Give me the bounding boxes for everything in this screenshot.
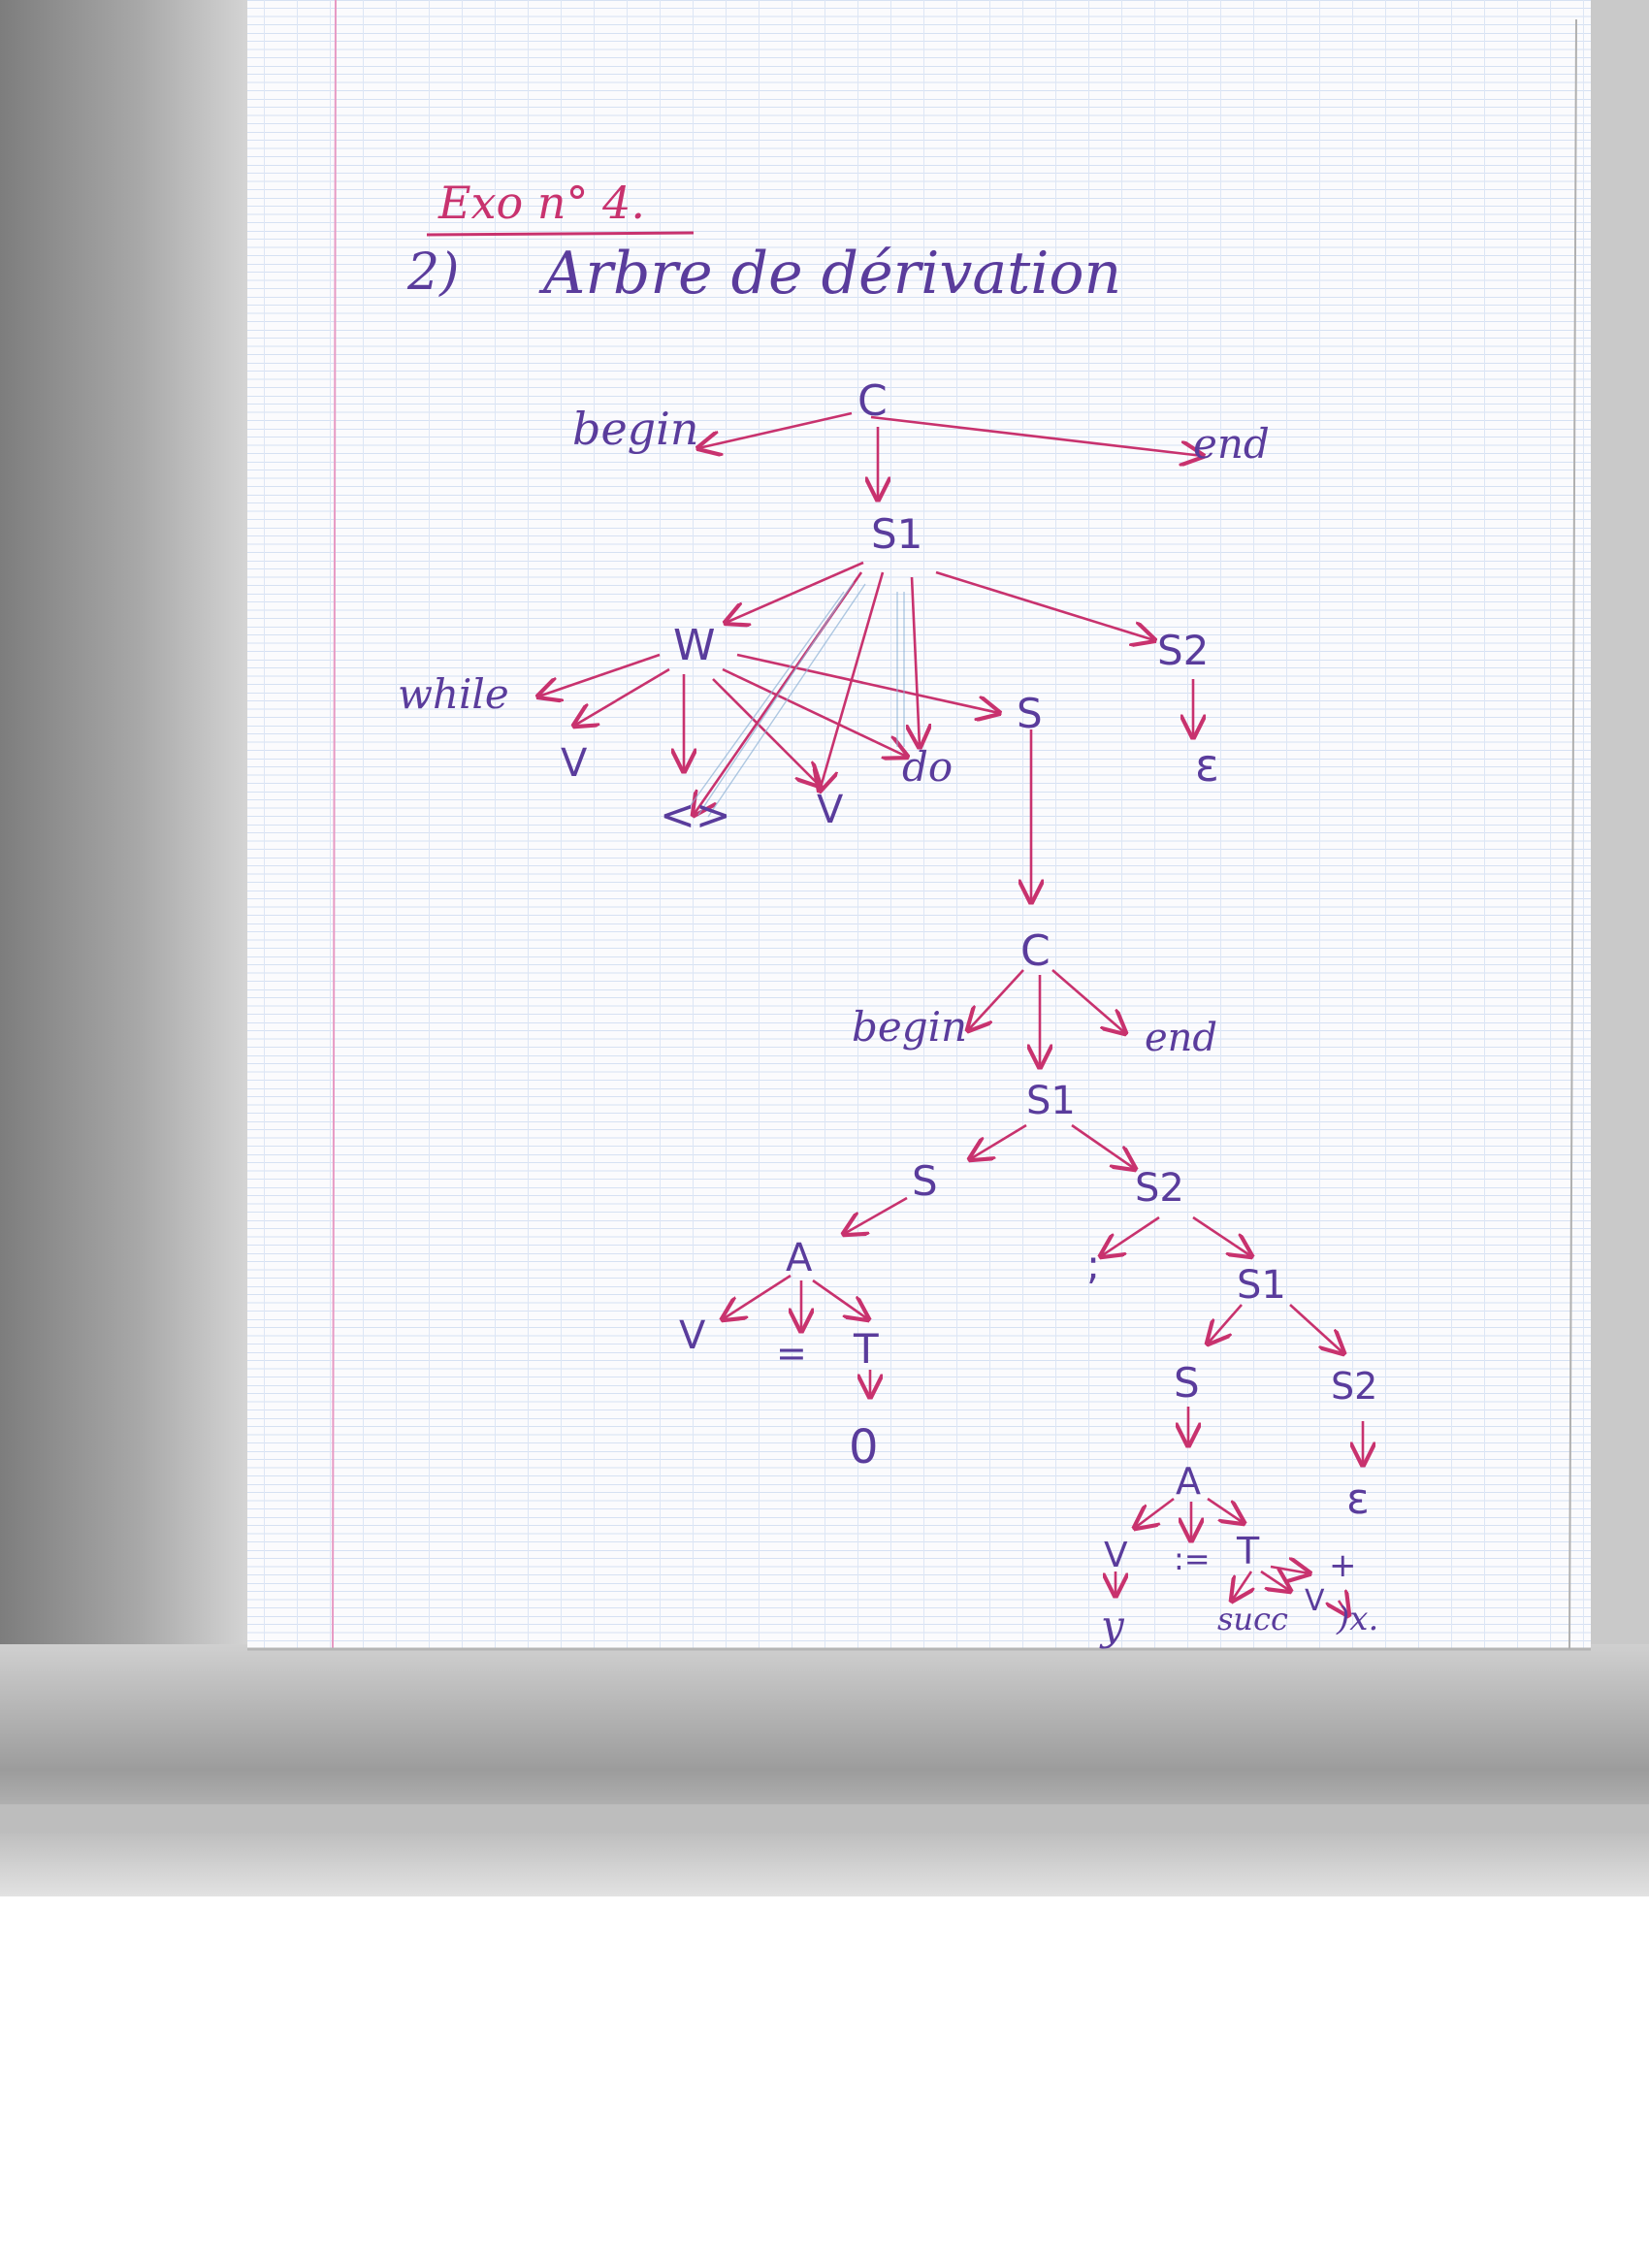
node-root-c: C	[857, 376, 888, 426]
node-a2-t: T	[1236, 1530, 1260, 1572]
edge-w-v2	[712, 678, 820, 786]
edge-w-do	[722, 667, 907, 757]
page-title: Arbre de dérivation	[538, 240, 1121, 308]
node-s1b-s2: S2	[1331, 1365, 1377, 1408]
hatch-overlay	[690, 581, 905, 818]
edge-a2-v	[1135, 1497, 1175, 1528]
node-s2-eps: ε	[1195, 739, 1219, 792]
edge-c2s1-s	[970, 1123, 1027, 1159]
node-while-kw: while	[398, 670, 509, 718]
node-a1-zero: 0	[849, 1420, 879, 1474]
node-c2-s: S	[912, 1157, 938, 1205]
node-a1: A	[786, 1236, 813, 1280]
edge-s-a	[844, 1196, 908, 1234]
notebook-grid	[247, 0, 1591, 1649]
right-edge-shadow	[1591, 0, 1649, 1669]
edge-t-v2	[1270, 1567, 1310, 1573]
edge-v2-x	[1339, 1601, 1348, 1615]
node-s1b: S1	[1237, 1263, 1286, 1308]
node-a2: A	[1176, 1460, 1201, 1503]
edge-c2-begin	[968, 969, 1024, 1030]
tree-edges	[538, 411, 1363, 1615]
left-shadow	[0, 0, 252, 1669]
node-while-do: do	[902, 743, 953, 791]
edge-s1-v	[820, 571, 885, 791]
edge-t-succ	[1232, 1571, 1251, 1601]
edge-s2-semicolon	[1101, 1215, 1160, 1256]
edge-s1b-s2	[1289, 1304, 1343, 1353]
node-while-v1: V	[561, 741, 588, 786]
edge-s2-s1b	[1192, 1215, 1251, 1256]
margin-line	[332, 0, 337, 1650]
node-w: W	[673, 621, 716, 670]
node-while-v2: V	[817, 788, 844, 832]
edge-c2-end	[1051, 969, 1125, 1033]
edge-s1-s2	[935, 570, 1154, 640]
edge-s1-w	[726, 561, 864, 623]
node-a2-v: V	[1104, 1536, 1128, 1575]
node-c2-s1: S1	[1026, 1079, 1076, 1123]
node-a2-x: )x.	[1336, 1600, 1378, 1638]
node-s1: S1	[871, 510, 922, 558]
edge-a-t	[812, 1279, 868, 1319]
node-a1-v: V	[679, 1313, 706, 1358]
exercise-underline	[426, 231, 695, 237]
edge-c2s1-s2	[1071, 1123, 1135, 1169]
node-s1b-eps: ε	[1346, 1474, 1370, 1524]
question-number: 2)	[406, 243, 459, 302]
exercise-label: Exo n° 4.	[437, 177, 645, 229]
edge-w-while	[538, 653, 661, 697]
edge-c-begin	[698, 411, 853, 448]
node-c2-s2: S2	[1135, 1166, 1184, 1211]
node-s1b-s: S	[1174, 1359, 1200, 1407]
node-root-begin: begin	[572, 403, 698, 455]
node-c2-end: end	[1145, 1016, 1217, 1060]
edge-s1-do	[912, 576, 920, 747]
node-a1-t: T	[853, 1325, 879, 1373]
node-a2-succ: succ	[1217, 1601, 1288, 1637]
edge-w-v	[574, 667, 670, 726]
node-s2: S2	[1157, 627, 1209, 674]
edge-t-plus	[1260, 1571, 1290, 1591]
node-a2-plus: +	[1329, 1546, 1357, 1585]
node-a2-v2: V	[1305, 1584, 1325, 1618]
page-stack-edge	[1568, 18, 1577, 1650]
node-a2-assign: :=	[1174, 1540, 1211, 1577]
node-semicolon: ;	[1086, 1241, 1100, 1288]
edge-s1b-s	[1208, 1304, 1243, 1344]
node-while-op: <>	[660, 791, 731, 840]
node-c2-begin: begin	[852, 1003, 967, 1051]
bottom-shadow-strip	[0, 1804, 1649, 1833]
node-while-s: S	[1017, 690, 1043, 737]
edge-c-end	[870, 415, 1203, 456]
edge-w-s	[736, 653, 999, 713]
node-root-end: end	[1193, 420, 1270, 468]
node-a1-eq: =	[776, 1332, 807, 1375]
node-a2-y: y	[1099, 1602, 1125, 1649]
node-c2: C	[1020, 926, 1051, 976]
edge-a-v	[723, 1274, 792, 1319]
edge-a2-t	[1207, 1497, 1244, 1523]
bottom-shadow	[0, 1644, 1649, 1896]
